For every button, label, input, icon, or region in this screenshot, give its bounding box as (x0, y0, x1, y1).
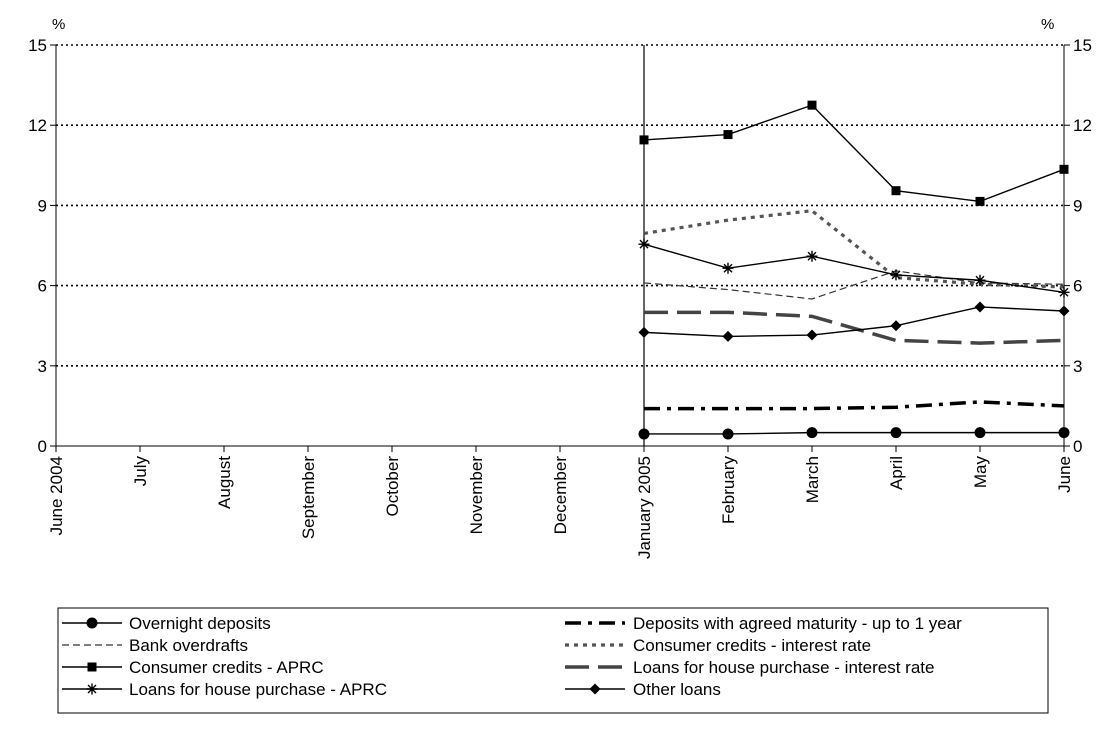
legend-label: Loans for house purchase - APRC (129, 680, 387, 699)
legend-item: Consumer credits - interest rate (565, 636, 871, 655)
data-point (722, 330, 734, 342)
data-point (638, 326, 650, 338)
series-overnight-deposits (638, 427, 1070, 440)
x-tick-label: June (1055, 456, 1074, 493)
data-point (806, 329, 818, 341)
legend-label: Deposits with agreed maturity - up to 1 … (633, 614, 962, 633)
legend-label: Consumer credits - interest rate (633, 636, 871, 655)
series-loans-for-house-purchase-aprc (638, 238, 1070, 298)
data-point (86, 617, 98, 629)
data-point (722, 262, 734, 274)
data-point (1058, 286, 1070, 298)
data-point (806, 427, 818, 439)
x-tick-label: September (299, 456, 318, 539)
series-group (638, 100, 1070, 440)
data-point (975, 196, 985, 206)
y-tick-label: 3 (38, 357, 47, 376)
x-tick-label: January 2005 (635, 456, 654, 559)
series-consumer-credits-interest-rate (643, 209, 1065, 289)
x-tick-label: June 2004 (47, 456, 66, 535)
series-line (643, 104, 1065, 203)
data-point (1058, 427, 1070, 439)
data-point (890, 269, 902, 281)
x-axis: June 2004 July August September October Novem… (47, 446, 1074, 559)
gridlines (56, 44, 1064, 367)
series-line (643, 243, 1065, 293)
data-point (807, 100, 817, 110)
y-tick-label: 15 (28, 36, 47, 55)
x-tick-label: August (215, 456, 234, 509)
legend-label: Overnight deposits (129, 614, 271, 633)
y-tick-label: 0 (1073, 437, 1082, 456)
legend: Overnight deposits Deposits with agreed m… (57, 607, 1049, 714)
x-tick-label: December (551, 456, 570, 535)
x-tick-label: March (803, 456, 822, 503)
y-tick-label: 0 (38, 437, 47, 456)
x-tick-label: May (971, 456, 990, 489)
legend-item: Deposits with agreed maturity - up to 1 … (565, 614, 962, 633)
data-point (890, 427, 902, 439)
data-point (87, 662, 97, 672)
data-point (722, 428, 734, 440)
x-tick-label: July (131, 456, 150, 487)
legend-box (57, 607, 1049, 714)
legend-item: Loans for house purchase - APRC (62, 680, 387, 699)
x-tick-label: November (467, 456, 486, 535)
data-point (1059, 164, 1069, 174)
legend-label: Loans for house purchase - interest rate (633, 658, 934, 677)
y-tick-label: 15 (1073, 36, 1092, 55)
y-axis-right: 0 3 6 9 12 15 (1064, 36, 1092, 456)
unit-left-label: % (52, 16, 65, 33)
data-point (723, 130, 733, 140)
series-line (644, 310, 1065, 345)
series-consumer-credits-aprc (639, 100, 1069, 206)
y-tick-label: 3 (1073, 357, 1082, 376)
series-line (644, 431, 1064, 435)
series-deposits-with-agreed-maturity-up-to-1-year (644, 400, 1065, 411)
x-tick-label: April (887, 456, 906, 490)
data-point (1058, 305, 1070, 317)
y-axis-left: 0 3 6 9 12 15 (28, 36, 56, 456)
data-point (86, 683, 98, 695)
x-tick-label: October (383, 456, 402, 517)
series-bank-overdrafts (643, 270, 1065, 300)
legend-item: Loans for house purchase - interest rate (565, 658, 934, 677)
legend-label: Other loans (633, 680, 721, 699)
data-point (638, 428, 650, 440)
series-other-loans (638, 301, 1070, 342)
legend-label: Consumer credits - APRC (129, 658, 324, 677)
series-loans-for-house-purchase-interest-rate (644, 310, 1065, 345)
unit-right-label: % (1041, 16, 1054, 33)
data-point (891, 186, 901, 196)
data-point (974, 427, 986, 439)
data-point (639, 135, 649, 145)
plot-frame (55, 45, 1065, 447)
legend-item: Consumer credits - APRC (62, 658, 324, 677)
y-tick-label: 9 (38, 196, 47, 215)
data-point (806, 250, 818, 262)
legend-item: Overnight deposits (62, 614, 271, 633)
data-point (589, 683, 601, 695)
y-tick-label: 6 (38, 277, 47, 296)
legend-item: Bank overdrafts (62, 636, 248, 655)
y-tick-label: 6 (1073, 277, 1082, 296)
series-line (643, 306, 1065, 338)
series-line (643, 270, 1065, 300)
series-line (643, 209, 1065, 289)
x-tick-label: February (719, 456, 738, 525)
y-tick-label: 12 (28, 116, 47, 135)
data-point (890, 320, 902, 332)
series-line (644, 400, 1065, 411)
data-point (974, 274, 986, 286)
legend-item: Other loans (565, 680, 721, 699)
data-point (638, 238, 650, 250)
legend-label: Bank overdrafts (129, 636, 248, 655)
data-point (974, 301, 986, 313)
y-tick-label: 12 (1073, 116, 1092, 135)
y-tick-label: 9 (1073, 196, 1082, 215)
